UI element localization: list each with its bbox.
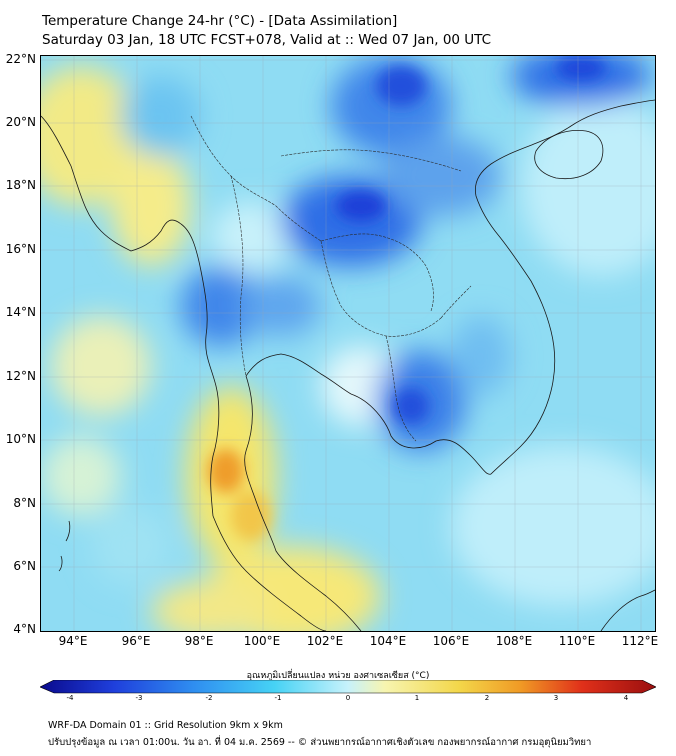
title-line-2: Saturday 03 Jan, 18 UTC FCST+078, Valid … [42, 32, 492, 48]
lon-label: 94°E [58, 634, 88, 648]
colorbar-tick: -1 [274, 694, 282, 702]
graticule [41, 56, 655, 631]
temperature-change-map [40, 55, 656, 632]
lon-label: 112°E [621, 634, 659, 648]
lat-label: 20°N [5, 115, 36, 129]
colorbar-tick: 4 [623, 694, 629, 702]
lat-label: 8°N [13, 496, 36, 510]
lon-label: 106°E [432, 634, 470, 648]
lon-label: 98°E [184, 634, 214, 648]
lat-label: 18°N [5, 178, 36, 192]
lat-label: 14°N [5, 305, 36, 319]
colorbar-tick: -3 [135, 694, 143, 702]
lon-label: 102°E [306, 634, 344, 648]
lat-label: 12°N [5, 369, 36, 383]
temperature-field [41, 56, 655, 631]
footer-credit: ปรับปรุงข้อมูล ณ เวลา 01:00น. วัน อา. ที… [48, 737, 592, 748]
chart-title: Temperature Change 24-hr (°C) - [Data As… [42, 12, 491, 50]
coastlines [41, 99, 655, 631]
temperature-extremes [208, 56, 606, 541]
lon-label: 110°E [558, 634, 596, 648]
colorbar-tick: -2 [205, 694, 213, 702]
lon-label: 108°E [495, 634, 533, 648]
map-canvas [41, 56, 655, 631]
lat-label: 22°N [5, 52, 36, 66]
lon-label: 104°E [369, 634, 407, 648]
lat-label: 6°N [13, 559, 36, 573]
lon-label: 96°E [121, 634, 151, 648]
colorbar-label: อุณหภูมิเปลี่ยนแปลง หน่วย องศาเซลเซียส (… [246, 671, 430, 681]
lat-label: 10°N [5, 432, 36, 446]
lat-label: 16°N [5, 242, 36, 256]
lat-label: 4°N [13, 622, 36, 636]
colorbar-tick: 1 [414, 694, 420, 702]
colorbar-tick: -4 [66, 694, 74, 702]
colorbar-tick: 0 [345, 694, 351, 702]
title-line-1: Temperature Change 24-hr (°C) - [Data As… [42, 13, 398, 29]
lon-label: 100°E [243, 634, 281, 648]
colorbar-tick: 3 [553, 694, 559, 702]
colorbar-ramp [39, 679, 657, 694]
country-borders [190, 115, 472, 442]
colorbar-tick: 2 [484, 694, 490, 702]
footer-model-info: WRF-DA Domain 01 :: Grid Resolution 9km … [48, 720, 283, 731]
